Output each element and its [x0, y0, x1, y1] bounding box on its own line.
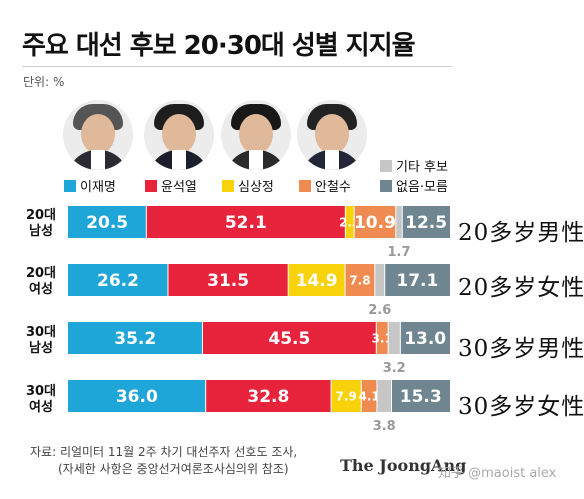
legend-swatch	[145, 180, 157, 192]
photo-head	[81, 114, 115, 154]
bar-segment-4-4	[361, 380, 377, 412]
row-label-20m: 20대 남성	[22, 208, 60, 240]
data-label-below: 2.6	[368, 303, 391, 318]
chart-title: 주요 대선 후보 20·30대 성별 지지율	[22, 31, 416, 61]
legend-swatch	[380, 160, 392, 172]
data-label: 17.1	[396, 271, 438, 291]
data-label: 36.0	[116, 387, 158, 407]
legend-item-sim: 심상정	[222, 176, 274, 195]
annotation-20f: 20多岁女性	[458, 275, 584, 301]
row-label-line1: 30대	[25, 325, 57, 340]
bar-segment-3-1	[68, 322, 203, 354]
row-label-line1: 20대	[25, 208, 57, 223]
data-label-below: 3.2	[383, 361, 406, 376]
bar-segment-1-3	[345, 206, 355, 238]
legend-label: 안철수	[315, 180, 351, 195]
bar-segment-1-5	[395, 206, 403, 238]
legend-label: 심상정	[238, 180, 274, 195]
data-label: 32.8	[247, 387, 289, 407]
title-divider	[22, 66, 452, 67]
bar-segment-1-6	[402, 206, 450, 238]
bar-segment-2-5	[374, 264, 385, 296]
candidate-photo-2	[144, 100, 214, 170]
data-label: 35.2	[114, 329, 156, 349]
bar-segment-4-3	[331, 380, 362, 412]
legend-item-other: 기타 후보	[380, 156, 448, 175]
photo-shirt	[249, 150, 263, 170]
legend-swatch	[222, 180, 234, 192]
bar-segment-2-4	[345, 264, 375, 296]
legend-swatch	[380, 180, 392, 192]
annotation-20m: 20多岁男性	[458, 220, 584, 246]
candidate-photo-4	[297, 100, 367, 170]
data-label: 7.9	[336, 390, 357, 404]
photo-shirt	[325, 150, 339, 170]
legend-label: 없음·모름	[396, 180, 448, 195]
brand-logo: The JoongAng	[340, 456, 467, 475]
data-label: 14.9	[296, 271, 338, 291]
data-label: 20.5	[86, 213, 128, 233]
source-note-detail: (자세한 사항은 중앙선거여론조사심의위 참조)	[58, 462, 289, 476]
legend-swatch	[64, 180, 76, 192]
photo-shirt	[91, 150, 105, 170]
legend-item-none: 없음·모름	[380, 176, 448, 195]
bar-segment-4-6	[391, 380, 450, 412]
photo-head	[315, 114, 349, 154]
annotation-30m: 30多岁男性	[458, 336, 584, 362]
row-label-line2: 여성	[29, 400, 53, 415]
bar-segment-3-2	[202, 322, 377, 354]
data-label: 31.5	[207, 271, 249, 291]
photo-head	[162, 114, 196, 154]
bar-segment-4-5	[376, 380, 392, 412]
source-note: 자료: 리얼미터 11월 2주 차기 대선주자 선호도 조사,	[30, 445, 298, 459]
data-label: 10.9	[354, 213, 396, 233]
bar-segment-2-6	[384, 264, 450, 296]
legend-label: 윤석열	[161, 180, 197, 195]
bar-segment-1-2	[146, 206, 346, 238]
row-label-line1: 20대	[25, 266, 57, 281]
bar-segment-3-5	[388, 322, 401, 354]
data-label-below: 1.7	[387, 245, 410, 260]
bar-segment-1-1	[68, 206, 147, 238]
bar-segment-3-6	[400, 322, 450, 354]
legend-label: 기타 후보	[396, 160, 448, 175]
photo-shirt	[172, 150, 186, 170]
data-label: 12.5	[405, 213, 447, 233]
row-label-line2: 남성	[29, 224, 53, 239]
data-label: 3.1	[372, 332, 393, 346]
data-label-below: 3.8	[373, 419, 396, 434]
legend-item-lee: 이재명	[64, 176, 116, 195]
data-label: 4.1	[358, 390, 379, 404]
candidate-photo-3	[221, 100, 291, 170]
bar-segment-4-2	[205, 380, 332, 412]
legend-label: 이재명	[80, 180, 116, 195]
bar-segment-3-4	[376, 322, 389, 354]
annotation-30f: 30多岁女性	[458, 394, 584, 420]
data-label: 13.0	[404, 329, 446, 349]
bar-segment-2-3	[288, 264, 346, 296]
unit-label: 단위: %	[23, 75, 65, 89]
row-label-line2: 남성	[29, 341, 53, 356]
photo-head	[239, 114, 273, 154]
legend-swatch	[299, 180, 311, 192]
row-label-30m: 30대 남성	[22, 325, 60, 357]
data-label: 52.1	[225, 213, 267, 233]
candidate-photo-1	[63, 100, 133, 170]
legend-item-yoon: 윤석열	[145, 176, 197, 195]
watermark: 知乎 @maoist alex	[438, 466, 557, 481]
row-label-line1: 30대	[25, 384, 57, 399]
legend-item-ahn: 안철수	[299, 176, 351, 195]
bar-segment-1-4	[354, 206, 396, 238]
bar-segment-2-1	[68, 264, 168, 296]
row-label-30f: 30대 여성	[22, 384, 60, 416]
data-label: 7.8	[349, 274, 370, 288]
bar-segment-4-1	[68, 380, 206, 412]
data-label: 15.3	[400, 387, 442, 407]
data-label: 45.5	[268, 329, 310, 349]
row-label-line2: 여성	[29, 282, 53, 297]
bar-segment-2-2	[167, 264, 289, 296]
data-label: 26.2	[97, 271, 139, 291]
row-label-20f: 20대 여성	[22, 266, 60, 298]
